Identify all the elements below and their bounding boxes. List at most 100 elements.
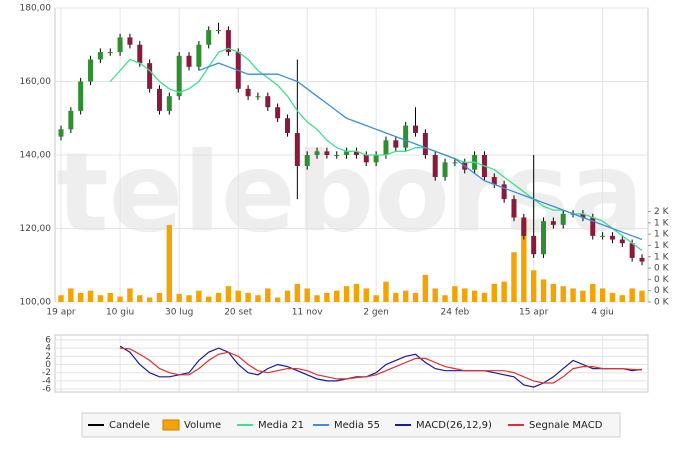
candle-body [442,162,448,178]
candle-body [491,177,497,185]
candle-body [600,235,606,237]
volume-bar [176,293,182,302]
candle-body [422,132,428,155]
candle-body [324,151,330,155]
volume-bar [245,292,251,302]
volume-bar [471,290,478,302]
volume-bar [186,295,192,302]
candle-body [413,125,419,133]
volume-bar [491,283,497,302]
x-tick-label: 10 giu [106,308,134,318]
volume-bar [402,290,409,302]
y2-tick-label: 0 K [654,264,670,274]
candle-body [619,239,625,244]
candle-body [639,257,645,262]
volume-bar [422,274,429,302]
volume-bar [117,296,123,302]
candle-body [147,63,153,89]
candle-body [403,125,409,148]
volume-bar [570,288,576,302]
volume-bar [206,296,212,302]
y-tick-label: -6 [42,385,51,395]
y2-tick-label: 0 K [654,275,670,285]
candle-body [265,96,271,108]
candle-body [127,37,133,45]
y-tick-label: 140,00 [20,151,52,161]
candle-body [294,132,300,167]
volume-bar [58,295,64,302]
volume-bar [127,288,133,302]
volume-bar [550,283,557,302]
candle-body [97,52,103,60]
candle-body [275,107,281,119]
volume-bar [599,288,606,302]
volume-bar [97,295,104,302]
volume-bar [619,295,626,302]
volume-bar [274,297,281,302]
volume-bar [314,295,320,302]
volume-bar [68,288,74,302]
candle-body [166,96,172,111]
volume-bar [137,295,143,302]
candle-body [373,155,379,163]
candle-body [590,217,596,236]
candle-body [314,151,320,155]
volume-bar [540,279,547,302]
candle-body [255,96,261,98]
volume-bar [284,290,291,302]
volume-bar [235,290,241,302]
candle-body [432,155,438,178]
x-tick-label: 19 apr [46,308,76,318]
candle-body [137,44,143,64]
volume-bar [442,295,448,302]
y-tick-label: 2 [45,352,51,362]
volume-bar [511,252,517,302]
candle-body [186,55,192,67]
volume-bar [432,288,438,302]
legend-label: Segnale MACD [529,420,603,431]
legend: Candele Volume Media 21 Media 55 MACD(26,12,… [88,419,603,431]
candle-body [206,30,212,45]
legend-label: MACD(26,12,9) [416,420,492,431]
volume-bar [530,270,537,302]
volume-bar [353,283,360,302]
volume-bar [501,281,507,302]
y-tick-label: 4 [45,344,51,354]
candle-body [452,162,458,164]
y2-tick-label: 1 K [654,230,670,240]
candle-body [363,155,369,163]
y2-tick-label: 1 K [654,241,670,251]
watermark: teleborsa [56,128,644,256]
legend-swatch [162,419,180,431]
candle-body [245,88,251,97]
volume-bar [304,288,310,302]
y-tick-label: 0 [45,360,51,370]
candle-body [541,221,547,255]
macd-line [120,347,643,384]
candle-body [117,37,123,53]
candle-body [284,118,290,133]
candle-body [156,88,162,111]
candle-body [216,30,222,32]
candle-body [550,221,556,225]
volume-bar [560,286,566,302]
legend-label: Media 55 [334,420,380,431]
volume-bar [629,288,635,302]
candle-body [225,30,231,53]
volume-bar [334,290,340,302]
candle-body [580,213,586,218]
plot-frame [54,334,649,393]
volume-bar [156,292,163,302]
volume-bar [343,286,350,302]
volume-bar [215,292,222,302]
x-tick-label: 4 giu [591,308,614,318]
candle-body [88,59,94,82]
candle-body [531,235,537,255]
candle-body [334,155,340,156]
candle-body [609,235,615,240]
candle-body [521,217,527,236]
x-tick-label: 30 lug [165,308,193,318]
candle-body [304,155,310,167]
volume-bar [166,225,173,302]
